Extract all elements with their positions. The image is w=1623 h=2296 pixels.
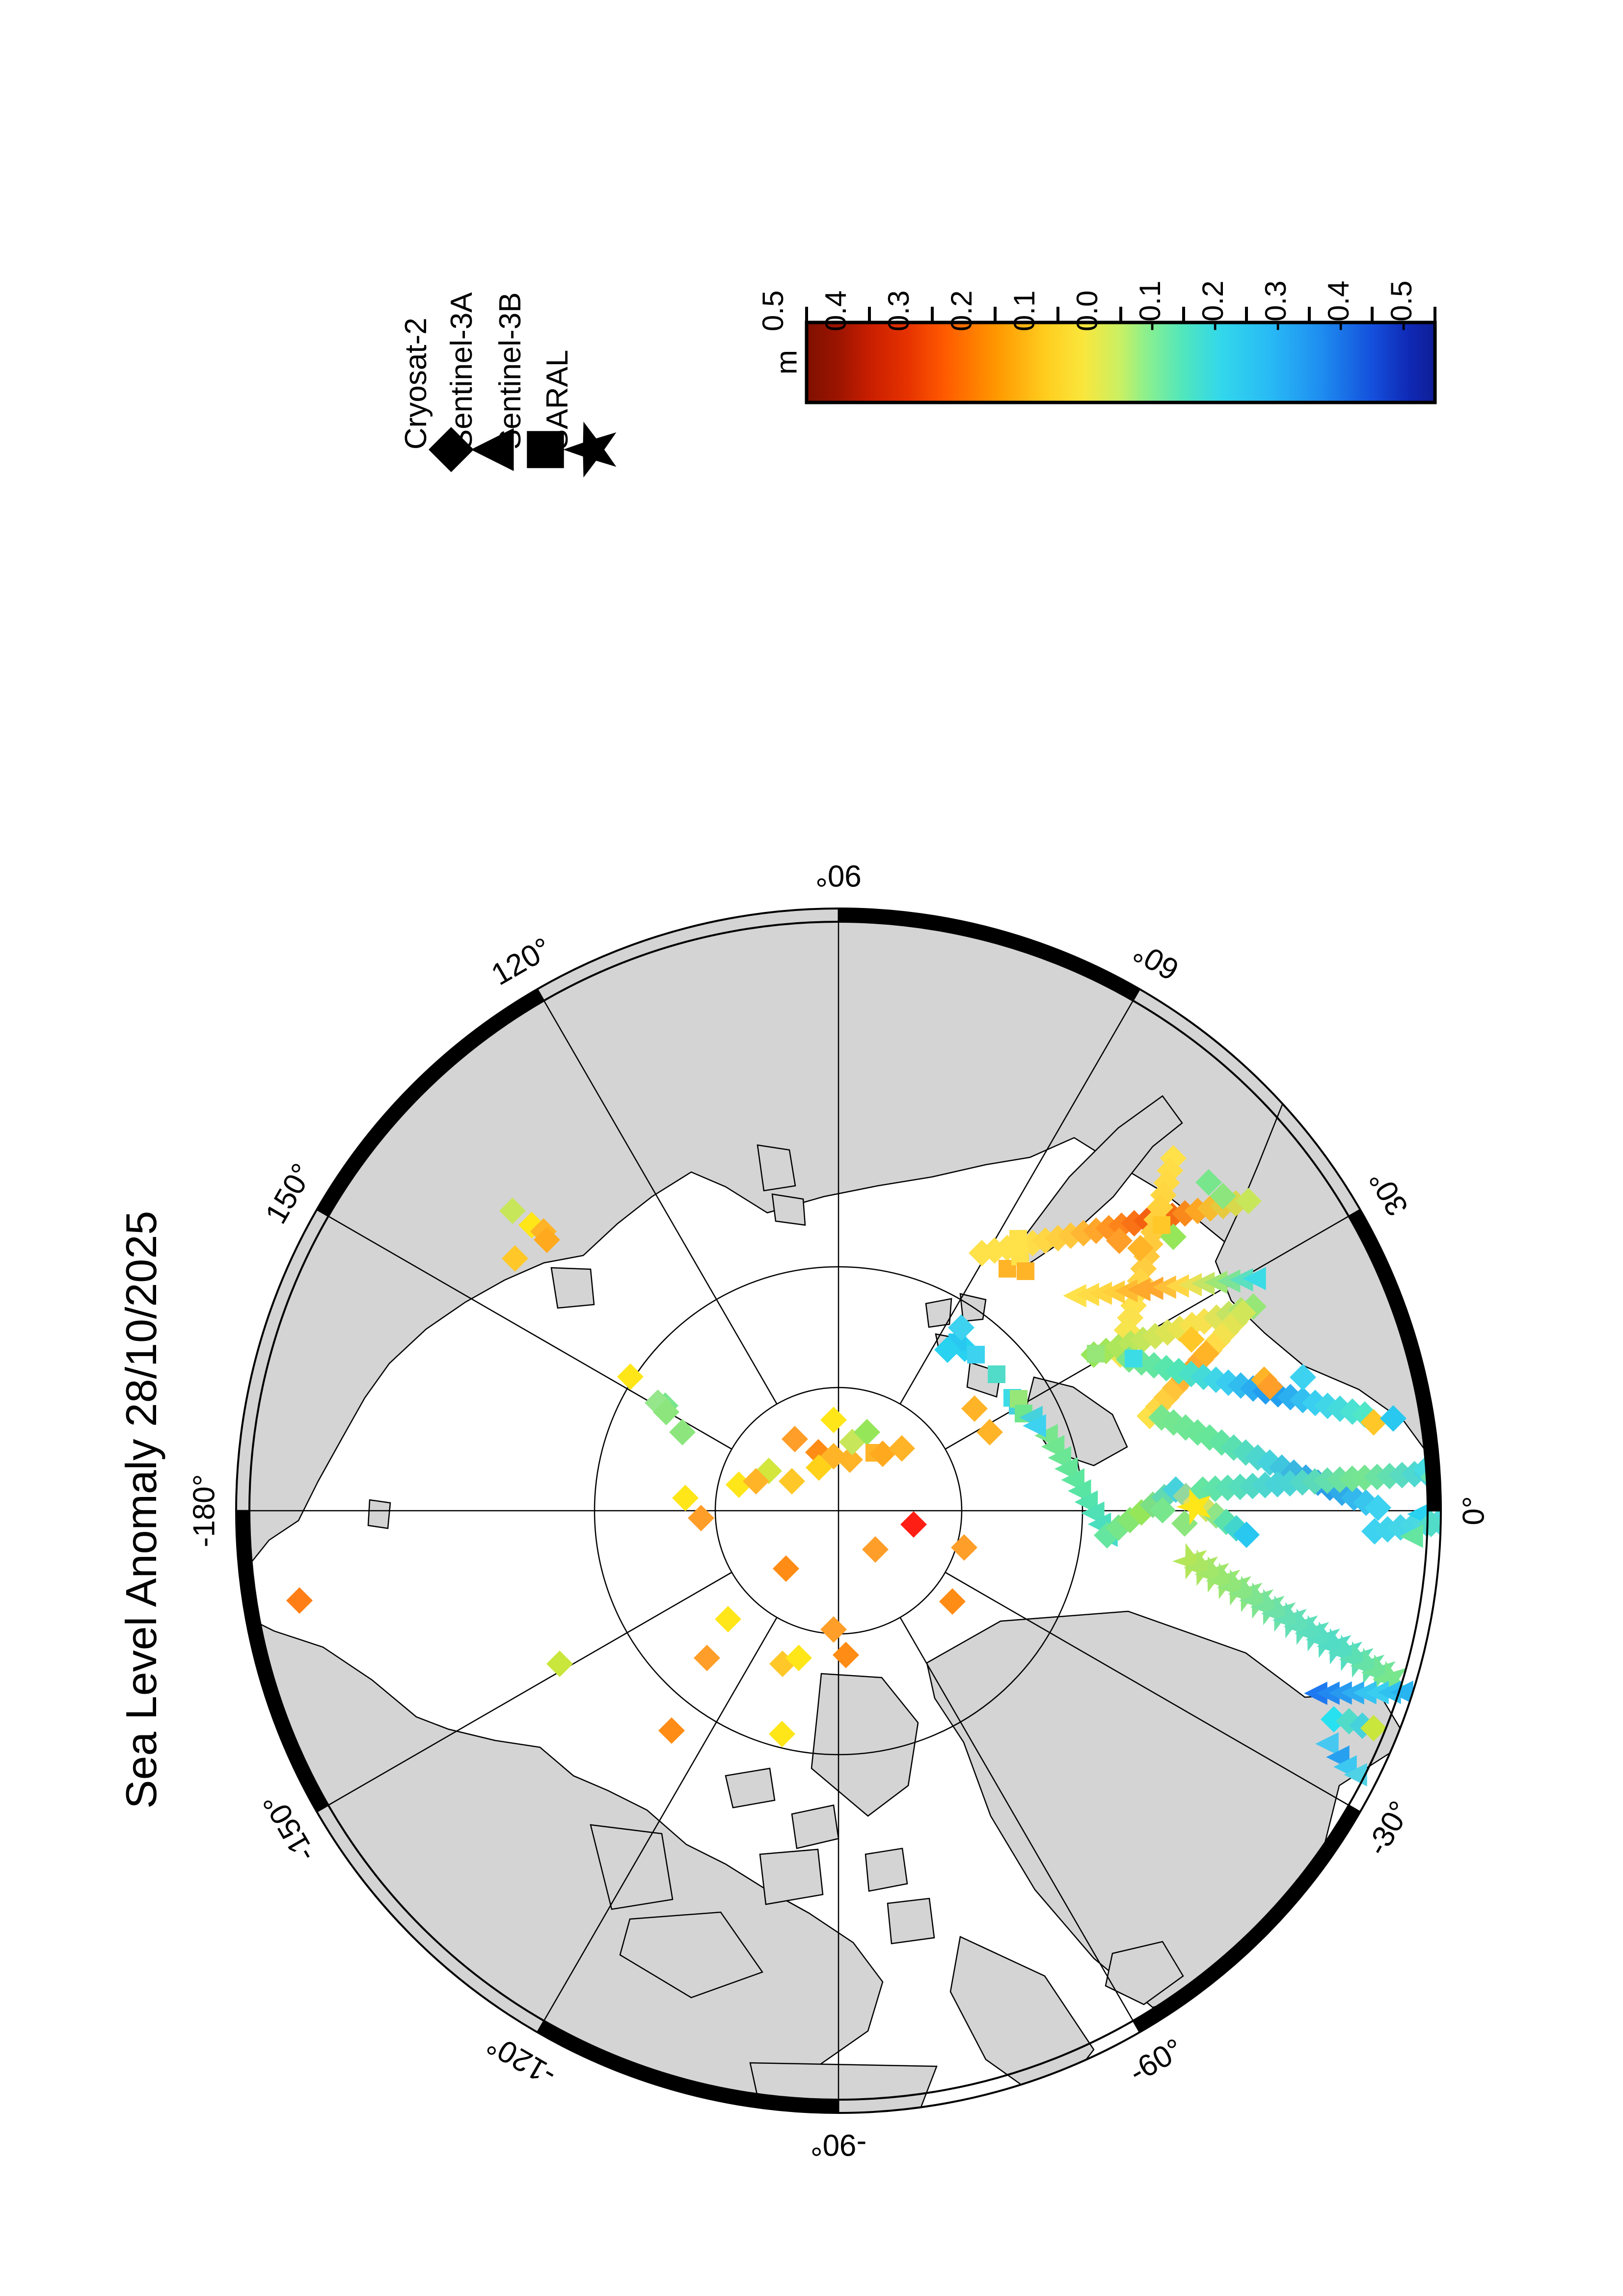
star-icon: [563, 422, 617, 478]
meridian-label: -30°: [1360, 1795, 1417, 1861]
triangle-icon: [471, 428, 514, 471]
data-points: [286, 1145, 1440, 1787]
meridian-label: 60°: [1128, 934, 1185, 987]
meridian-label: -180°: [188, 1474, 221, 1548]
map-frame: [235, 908, 1442, 2114]
meridian-label: -60°: [1123, 2032, 1189, 2089]
colorbar-gradient: [805, 307, 1437, 404]
graticule: [249, 922, 1428, 2100]
meridian-label: 0°: [1457, 1496, 1491, 1525]
meridian-label: 90°: [815, 858, 862, 892]
diamond-icon: [429, 427, 474, 472]
meridian-label: -90°: [811, 2128, 866, 2162]
square-icon: [527, 431, 564, 468]
meridian-label: 30°: [1362, 1165, 1415, 1222]
